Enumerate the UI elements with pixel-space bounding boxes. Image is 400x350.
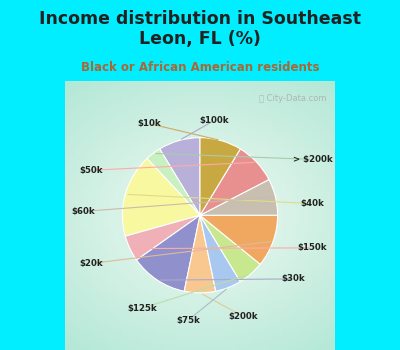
Text: $125k: $125k — [127, 304, 157, 313]
Text: $75k: $75k — [176, 316, 200, 324]
Text: $150k: $150k — [298, 243, 327, 252]
Text: > $200k: > $200k — [293, 155, 332, 164]
Wedge shape — [147, 149, 200, 215]
Wedge shape — [200, 138, 240, 215]
Wedge shape — [160, 138, 200, 215]
Text: $60k: $60k — [72, 207, 96, 216]
Text: $40k: $40k — [301, 199, 324, 208]
Text: ⓘ City-Data.com: ⓘ City-Data.com — [259, 94, 327, 103]
Wedge shape — [200, 215, 278, 264]
Text: $100k: $100k — [199, 116, 229, 125]
Wedge shape — [200, 180, 278, 215]
Text: $10k: $10k — [138, 119, 162, 128]
Text: Black or African American residents: Black or African American residents — [81, 61, 319, 74]
Wedge shape — [125, 215, 200, 260]
Wedge shape — [136, 215, 200, 291]
Text: Income distribution in Southeast
Leon, FL (%): Income distribution in Southeast Leon, F… — [39, 10, 361, 48]
Text: $30k: $30k — [281, 274, 305, 284]
Wedge shape — [200, 149, 269, 215]
Wedge shape — [122, 159, 200, 236]
Wedge shape — [184, 215, 216, 293]
Wedge shape — [200, 215, 260, 281]
Wedge shape — [200, 215, 240, 291]
Text: $20k: $20k — [80, 259, 103, 268]
Text: $50k: $50k — [80, 166, 103, 175]
Text: $200k: $200k — [228, 312, 258, 321]
